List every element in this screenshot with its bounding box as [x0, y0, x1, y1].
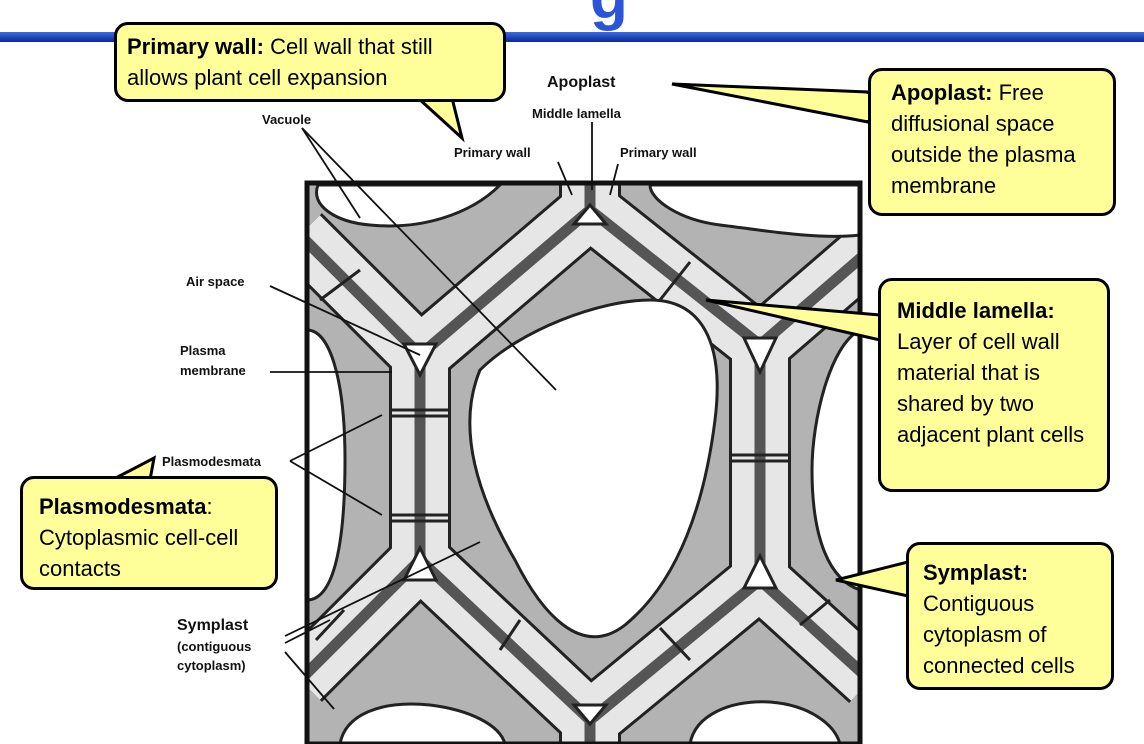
central-vacuole [468, 298, 719, 639]
bottom-left-vacuole [338, 702, 507, 744]
cell-tissue [307, 183, 860, 744]
vacuoles [307, 183, 860, 744]
plasmodesmata-callout: Plasmodesmata: Cytoplasmic cell-cell con… [20, 476, 278, 590]
symplast-callout-text: Contiguous cytoplasm of connected cells [923, 591, 1075, 678]
primary-wall-callout: Primary wall: Cell wall that still allow… [114, 22, 506, 102]
middle-lamella-label: Middle lamella [532, 106, 622, 121]
middle-lamella-callout-term: Middle lamella: [897, 298, 1055, 323]
plasmodesmata-callout-term: Plasmodesmata [39, 494, 207, 519]
plasma-membrane-label-2: membrane [180, 363, 246, 378]
title-banner [0, 32, 1144, 42]
apoplast-callout: Apoplast: Free diffusional space outside… [868, 68, 1116, 216]
plasma-membrane-label-1: Plasma [180, 343, 226, 358]
plasmodesmata-label: Plasmodesmata [162, 454, 262, 469]
symplast-label-2: (contiguous [177, 639, 251, 654]
top-left-vacuole [315, 183, 504, 228]
apoplast-callout-term: Apoplast: [891, 80, 993, 105]
left-vacuole [307, 328, 347, 602]
bottom-right-vacuole [688, 700, 842, 744]
right-vacuole [810, 328, 860, 592]
plasmodesmata-callout-text: : Cytoplasmic cell-cell contacts [39, 494, 239, 581]
apoplast-callout-text: Free diffusional space outside the plasm… [891, 80, 1076, 198]
primary-wall-label-left: Primary wall [454, 145, 531, 160]
symplast-callout-term: Symplast: [923, 560, 1029, 585]
symplast-callout: Symplast: Contiguous cytoplasm of connec… [906, 542, 1114, 690]
air-space-label: Air space [186, 274, 245, 289]
primary-wall-label-right: Primary wall [620, 145, 697, 160]
symplast-label-3: cytoplasm) [177, 658, 246, 673]
vacuole-label: Vacuole [262, 112, 311, 127]
slide-title-fragment: g [590, 0, 628, 33]
top-right-vacuole [648, 183, 860, 238]
air-space-triangles [401, 202, 779, 727]
diagram-frame [304, 180, 863, 744]
symplast-label-1: Symplast [177, 617, 249, 634]
middle-lamella-callout: Middle lamella: Layer of cell wall mater… [878, 278, 1110, 492]
plasmodesmata-channels [314, 261, 831, 662]
callout-pointers [111, 82, 910, 598]
label-leader-lines [269, 122, 619, 710]
primary-wall-callout-term: Primary wall: [127, 34, 264, 59]
primary-wall-callout-text: Cell wall that still allows plant cell e… [127, 34, 433, 90]
middle-lamella-callout-text: Layer of cell wall material that is shar… [897, 329, 1085, 447]
apoplast-label: Apoplast [547, 74, 616, 91]
